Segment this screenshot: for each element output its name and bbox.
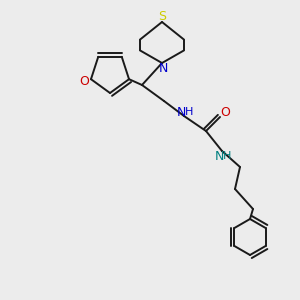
Text: H: H xyxy=(185,107,193,117)
Text: O: O xyxy=(79,75,89,88)
Text: S: S xyxy=(158,10,166,22)
Text: N: N xyxy=(176,106,186,118)
Text: O: O xyxy=(220,106,230,118)
Text: H: H xyxy=(223,151,231,161)
Text: N: N xyxy=(214,149,224,163)
Text: N: N xyxy=(158,61,168,74)
